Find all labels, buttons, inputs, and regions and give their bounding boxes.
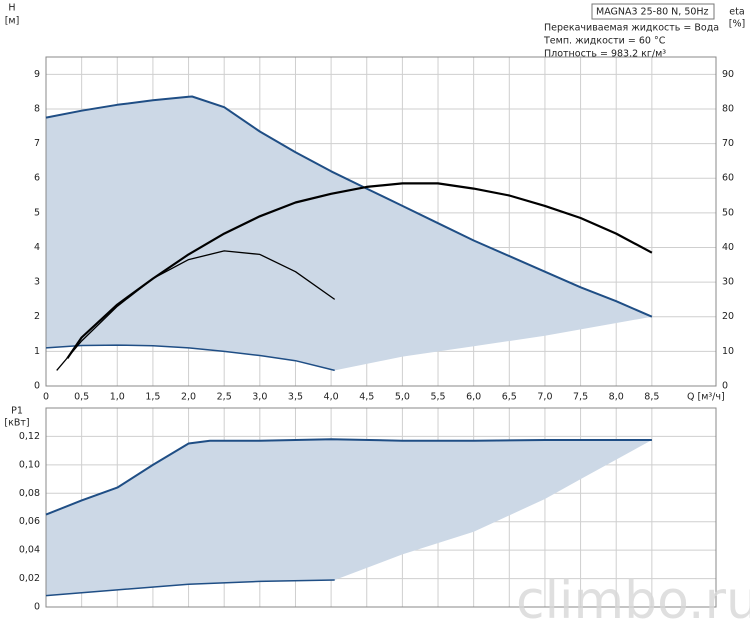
y-tick-label: 4 [34,242,40,253]
info-line: Плотность = 983.2 кг/м³ [544,49,666,60]
y-axis-unit: [кВт] [4,418,29,429]
y2-tick-label: 40 [722,242,734,253]
x-tick-label: 3,5 [288,392,303,403]
x-tick-label: 1,0 [110,392,125,403]
y2-tick-label: 10 [722,346,734,357]
y-tick-label: 3 [34,277,40,288]
plot-frame [45,407,717,608]
y2-tick-label: 0 [722,381,728,392]
y-tick-label: 1 [34,346,40,357]
y2-tick-label: 80 [722,103,734,114]
y-tick-label: 0,12 [19,431,40,442]
x-tick-label: 6,0 [466,392,481,403]
y2-axis-label: eta [729,7,744,18]
y-tick-label: 8 [34,103,40,114]
y-axis-unit: [м] [5,16,20,27]
y-tick-label: 0 [34,602,40,613]
x-tick-label: 2,5 [217,392,232,403]
curve [45,344,335,372]
y-tick-label: 5 [34,207,40,218]
x-axis-label: Q [м³/ч] [687,392,725,403]
info-line: Перекачиваемая жидкость = Вода [544,23,719,34]
x-tick-label: 7,0 [537,392,552,403]
curve [45,438,652,516]
y2-tick-label: 60 [722,173,734,184]
y-tick-label: 0,02 [19,573,40,584]
x-tick-label: 4,5 [359,392,374,403]
x-tick-label: 8,0 [609,392,624,403]
plot-frame [45,56,717,387]
curve [45,579,335,597]
x-tick-label: 2,0 [181,392,196,403]
x-tick-label: 4,0 [324,392,339,403]
curve [45,95,653,318]
y-tick-label: 9 [34,69,40,80]
y2-axis-unit: [%] [729,19,745,30]
info-title-box [591,3,715,20]
y-tick-label: 0,04 [19,545,40,556]
y-tick-label: 0 [34,381,40,392]
y-tick-label: 0,10 [19,459,40,470]
curve [56,250,336,371]
y2-tick-label: 70 [722,138,734,149]
y-tick-label: 2 [34,311,40,322]
info-line: MAGNA3 25-80 N, 50Hz [596,7,709,18]
x-tick-label: 5,5 [430,392,445,403]
y2-tick-label: 90 [722,69,734,80]
operating-area [46,439,652,596]
operating-area [46,96,652,371]
y-tick-label: 7 [34,138,40,149]
x-tick-label: 8,5 [644,392,659,403]
y2-tick-label: 20 [722,311,734,322]
x-tick-label: 5,0 [395,392,410,403]
y-axis-label: H [8,3,15,14]
y2-tick-label: 30 [722,277,734,288]
y2-tick-label: 50 [722,207,734,218]
x-tick-label: 1,5 [145,392,160,403]
y-tick-label: 0,06 [19,516,40,527]
info-line: Темп. жидкости = 60 °C [543,36,666,47]
watermark: climbo.ru [516,571,750,623]
y-tick-label: 6 [34,173,40,184]
x-tick-label: 7,5 [573,392,588,403]
x-tick-label: 0 [43,392,49,403]
x-tick-label: 6,5 [502,392,517,403]
y-tick-label: 0,08 [19,488,40,499]
x-tick-label: 0,5 [74,392,89,403]
y-axis-label: P1 [11,406,23,417]
x-tick-label: 3,0 [252,392,267,403]
